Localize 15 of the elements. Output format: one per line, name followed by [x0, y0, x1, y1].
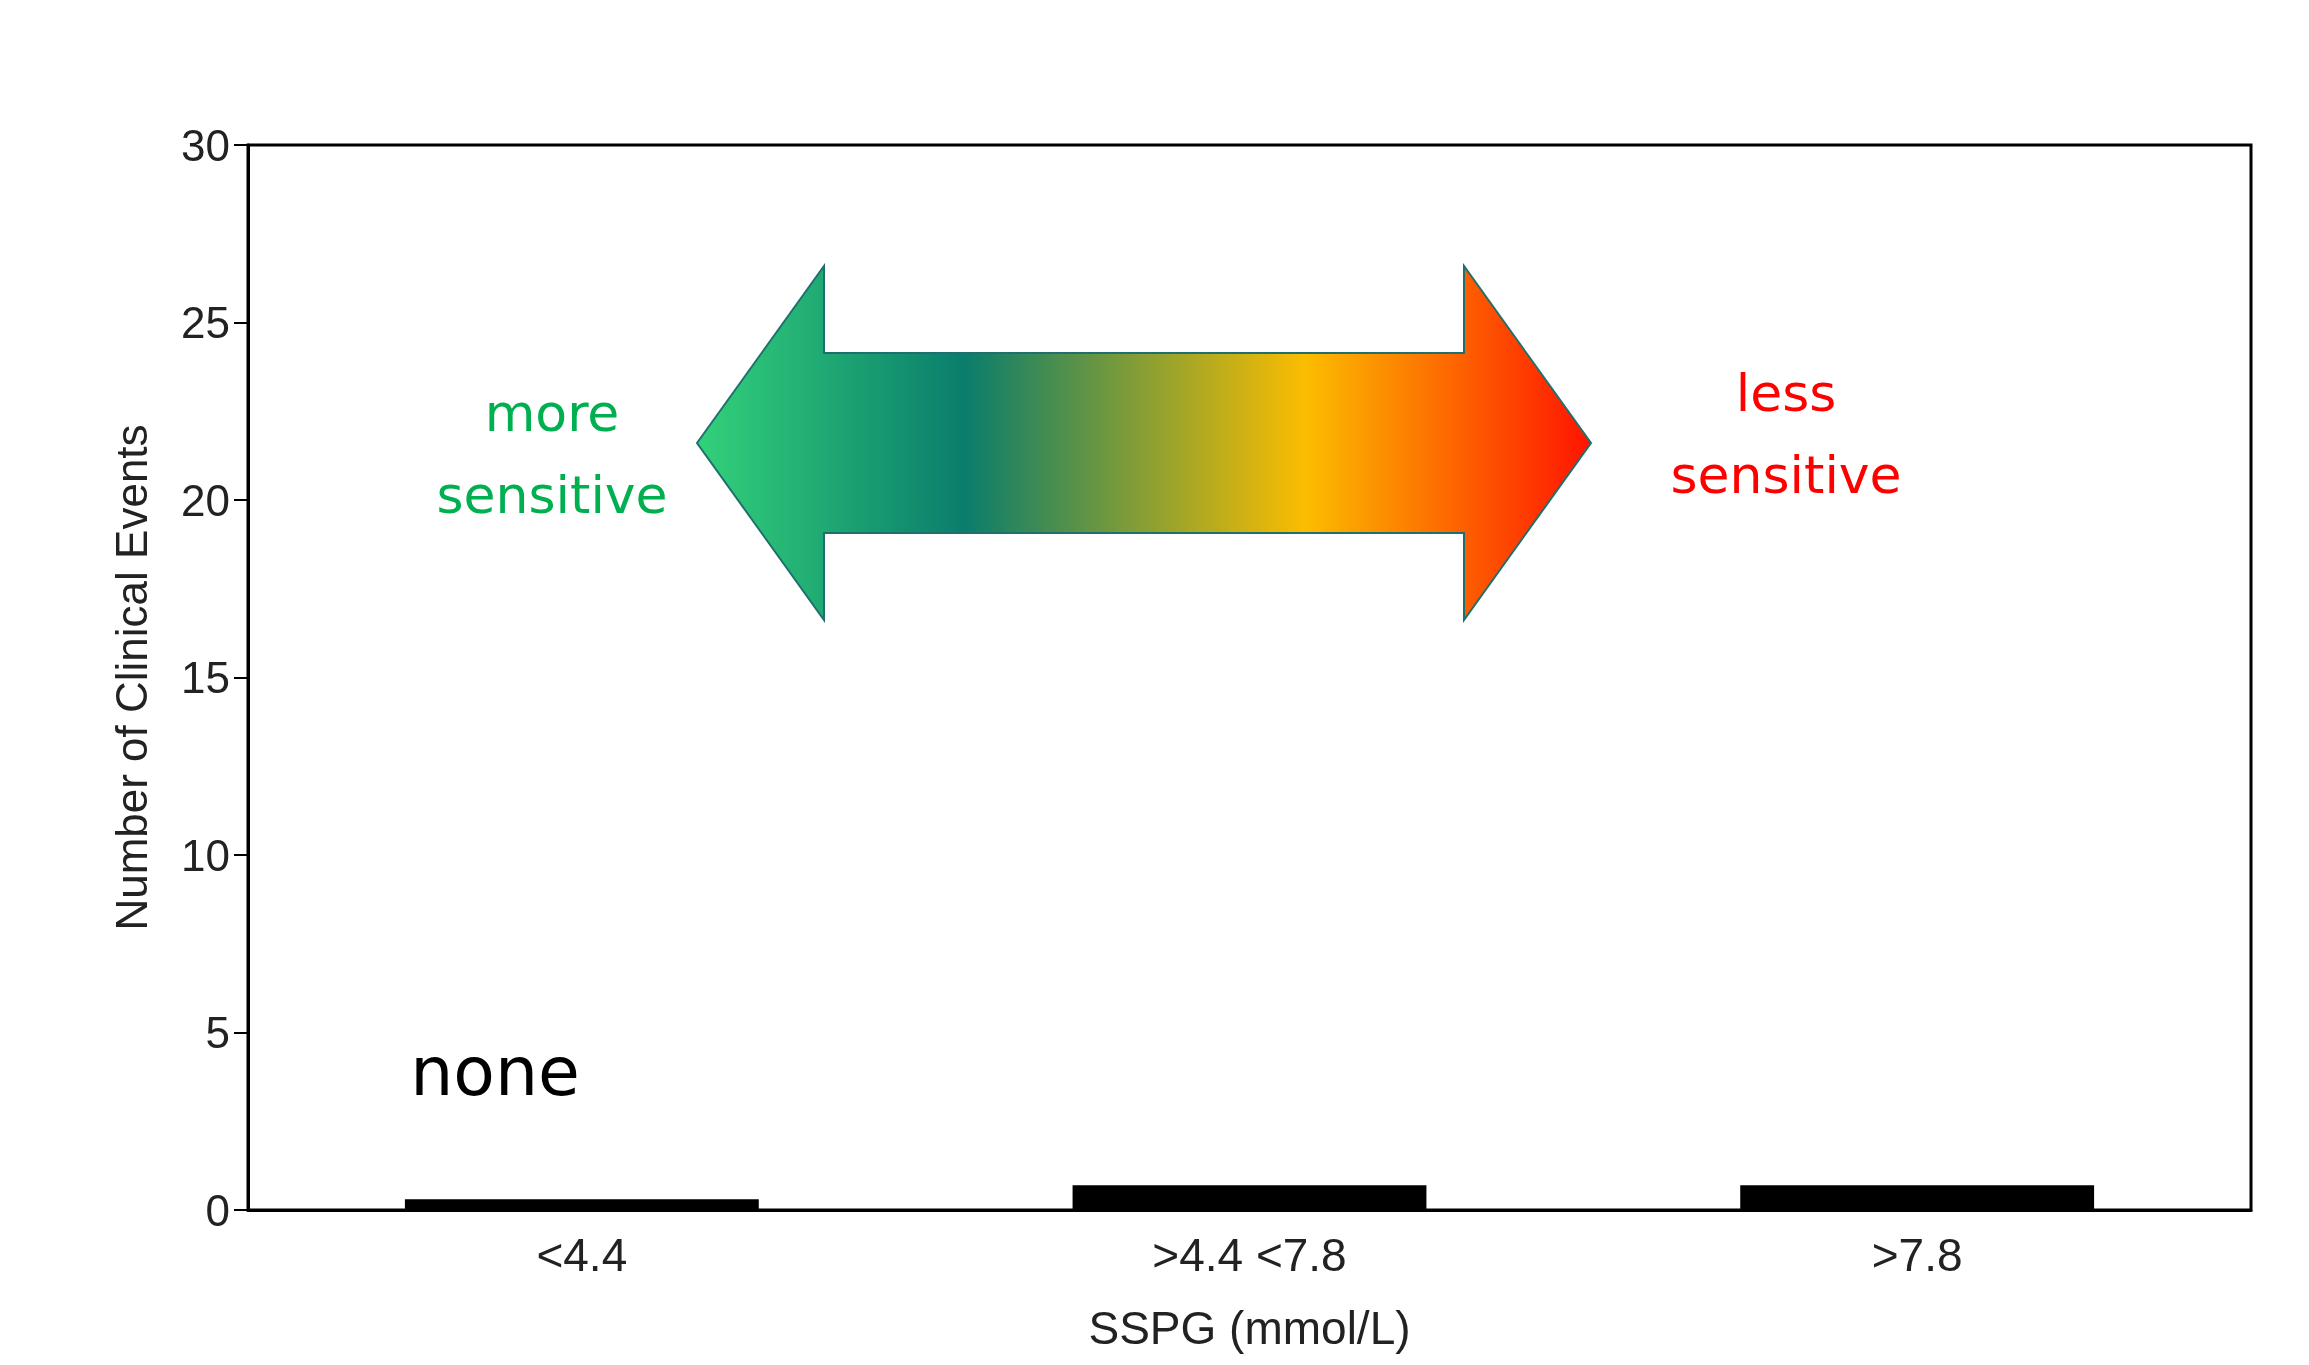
- y-tick-label: 0: [205, 1185, 230, 1235]
- y-tick-label: 25: [181, 298, 230, 347]
- x-tick-label: >4.4 <7.8: [1152, 1229, 1347, 1281]
- annotation: more sensitive: [436, 383, 668, 525]
- y-tick-label: 20: [181, 475, 230, 525]
- y-tick-label: 15: [181, 653, 230, 702]
- y-axis-title: Number of Clinical Events: [106, 424, 156, 931]
- y-tick-label: 30: [181, 120, 230, 170]
- annotation: none: [410, 1031, 580, 1111]
- y-tick-label: 10: [181, 830, 230, 880]
- x-axis-title: SSPG (mmol/L): [1088, 1302, 1411, 1354]
- y-tick-label: 5: [205, 1008, 230, 1057]
- x-tick-label: >7.8: [1871, 1229, 1963, 1281]
- annotation: less sensitive: [1670, 363, 1902, 505]
- x-tick-label: <4.4: [536, 1229, 628, 1281]
